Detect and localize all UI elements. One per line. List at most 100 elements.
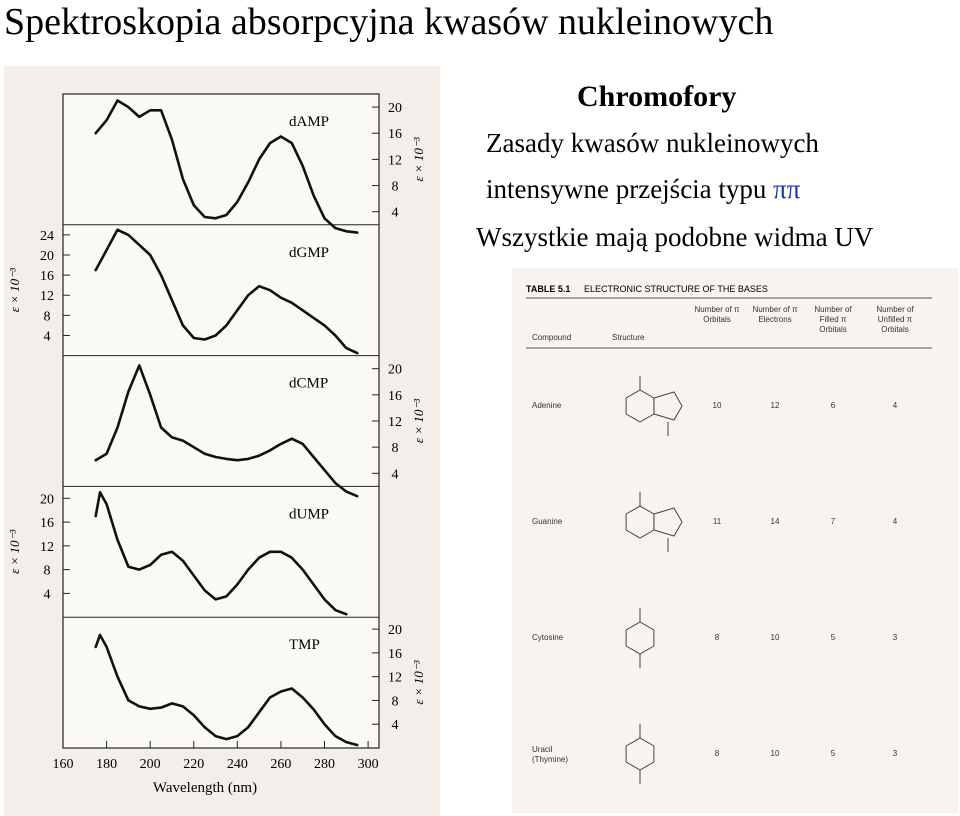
table-value: 3 [893,633,898,642]
table-header-cell: Number of π [752,305,798,314]
table-header-cell: Structure [612,333,645,342]
y-tick-label: 8 [392,441,399,456]
y-tick-label: 24 [40,229,54,244]
x-tick-label: 280 [314,757,335,772]
y-tick-label: 16 [40,269,54,284]
y-axis-label: ε × 10⁻³ [7,267,22,312]
section-heading: Chromofory [577,80,737,113]
bullet-similar-spectra: Wszystkie mają podobne widma UV [476,222,874,252]
y-tick-label: 20 [388,363,402,378]
table-row: Uracil(Thymine) 8 10 5 3 [532,724,898,784]
uv-spectra-chart: dAMP 20 16 12 8 4 ε × 10⁻³ dGMP 24 20 16 12 8 4 ε × 10… [4,66,440,816]
spectrum-panel-damp: dAMP 20 16 12 8 4 ε × 10⁻³ [94,99,426,234]
y-tick-label: 8 [44,564,51,579]
panel-label: dUMP [289,506,329,522]
table-header-cell: Electrons [758,315,791,324]
y-axis-label: ε × 10⁻³ [7,529,22,574]
structure-drawing [625,724,655,784]
table-header-cell: Number of [814,305,852,314]
table-header-cell: Orbitals [881,325,909,334]
table-value: 12 [771,401,780,410]
spectrum-panel-dgmp: dGMP 24 20 16 12 8 4 ε × 10⁻³ [7,224,379,355]
y-tick-label: 16 [40,516,54,531]
table-value: 10 [771,633,780,642]
y-tick-label: 8 [44,309,51,324]
x-tick-label: 260 [270,757,291,772]
table-header-cell: Filled π [820,315,847,324]
table-header-cell: Number of π [694,305,740,314]
panel-label: TMP [289,637,320,653]
y-tick-label: 20 [40,249,54,264]
y-tick-label: 16 [388,389,402,404]
x-tick-label: 220 [183,757,204,772]
y-tick-label: 4 [392,467,399,482]
y-tick-label: 12 [388,153,402,168]
compound-name: Cytosine [532,633,564,642]
table-value: 4 [893,517,898,526]
y-tick-label: 4 [392,206,399,221]
compound-name-alt: (Thymine) [532,755,568,764]
table-header-cell: Compound [532,333,571,342]
table-value: 11 [713,517,722,526]
table-value: 7 [831,517,836,526]
compound-name: Guanine [532,517,563,526]
spectrum-line-tmp [94,633,359,747]
y-tick-label: 4 [44,329,51,344]
pi-pi-symbol: ππ [773,174,801,204]
y-tick-label: 12 [40,540,54,555]
table-header-cell: Orbitals [703,315,731,324]
x-axis-label: Wavelength (nm) [153,780,257,796]
table-row: Adenine 10 12 6 4 [532,376,898,436]
table-value: 3 [893,749,898,758]
table-caption: ELECTRONIC STRUCTURE OF THE BASES [584,284,768,294]
panel-label: dCMP [289,376,328,392]
table-row: Guanine 11 14 7 4 [532,492,898,552]
plot-frame [62,93,380,749]
x-tick-label: 180 [96,757,117,772]
y-tick-label: 4 [44,587,51,602]
spectrum-line-dcmp [94,364,359,498]
x-tick-label: 200 [140,757,161,772]
y-tick-label: 12 [388,671,402,686]
slide-title: Spektroskopia absorpcyjna kwasów nuklein… [4,1,774,43]
spectrum-line-dgmp [94,228,359,355]
bullet-transitions: intensywne przejścia typu ππ [486,174,800,205]
y-tick-label: 20 [40,492,54,507]
x-tick-label: 240 [227,757,248,772]
structure-drawing [625,492,683,552]
y-tick-label: 20 [388,101,402,116]
bases-table: TABLE 5.1 ELECTRONIC STRUCTURE OF THE BAS… [512,268,958,813]
compound-name: Uracil [532,745,553,754]
table-number: TABLE 5.1 [526,284,570,294]
table-value: 10 [771,749,780,758]
table-header-cell: Number of [876,305,914,314]
structure-drawing [625,608,655,668]
table-value: 6 [831,401,836,410]
table-header-cell: Orbitals [819,325,847,334]
table-value: 4 [893,401,898,410]
y-tick-label: 16 [388,127,402,142]
y-tick-label: 12 [40,289,54,304]
spectrum-panel-dump: dUMP 20 16 12 8 4 ε × 10⁻³ [7,485,379,616]
table-value: 5 [831,633,836,642]
y-tick-label: 20 [388,623,402,638]
panel-label: dGMP [289,245,329,261]
spectrum-panel-tmp: TMP 20 16 12 8 4 ε × 10⁻³ [63,616,426,747]
table-value: 8 [715,633,720,642]
x-tick-label: 160 [53,757,74,772]
table-header-cell: Unfilled π [878,315,913,324]
structure-drawing [625,376,683,436]
table-value: 10 [713,401,722,410]
y-axis-label: ε × 10⁻³ [411,398,426,443]
y-axis-label: ε × 10⁻³ [411,136,426,181]
compound-name: Adenine [532,401,562,410]
transition-text: intensywne przejścia typu [486,174,774,204]
y-tick-label: 16 [388,647,402,662]
panel-label: dAMP [289,114,329,130]
table-value: 8 [715,749,720,758]
spectrum-panel-dcmp: dCMP 20 16 12 8 4 ε × 10⁻³ [63,355,426,498]
y-tick-label: 12 [388,415,402,430]
y-tick-label: 8 [392,694,399,709]
spectrum-line-damp [94,99,359,234]
y-tick-label: 4 [392,718,399,733]
